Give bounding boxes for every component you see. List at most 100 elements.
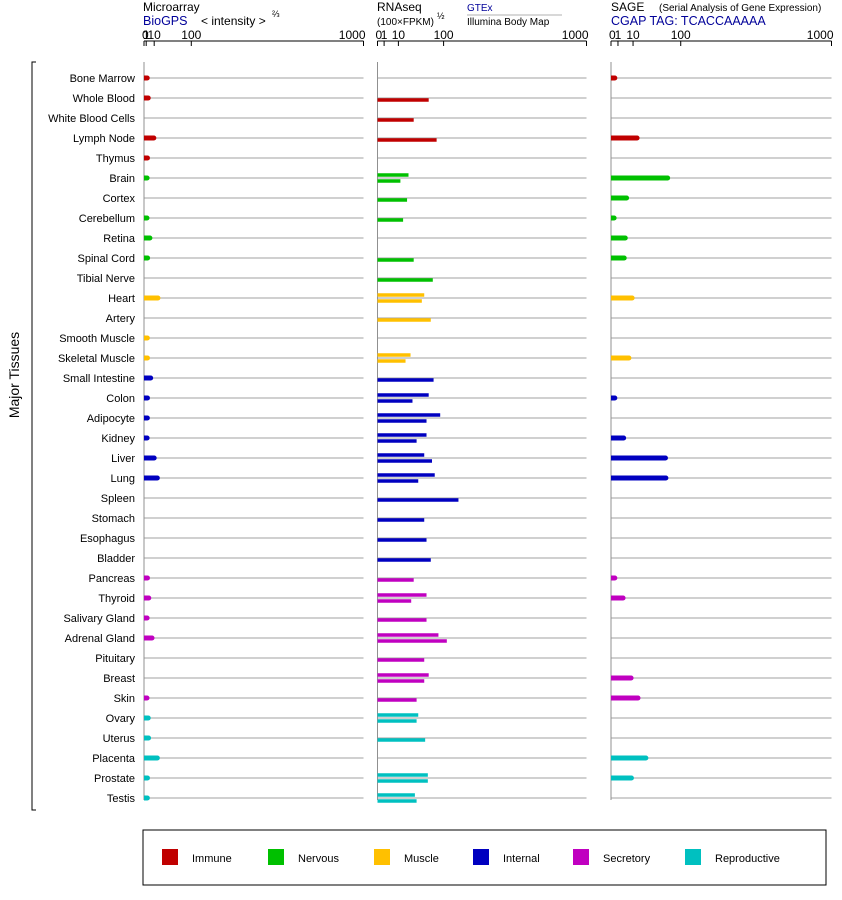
tissue-label: Prostate bbox=[94, 773, 135, 785]
rnaseq-bar bbox=[377, 413, 441, 417]
rnaseq-bar bbox=[377, 779, 428, 783]
microarray-bar-cap bbox=[144, 615, 150, 621]
tissue-label: Breast bbox=[103, 673, 135, 685]
rnaseq-bar bbox=[377, 299, 422, 303]
sage-bar-cap bbox=[621, 255, 627, 261]
microarray-bar-cap bbox=[151, 455, 157, 461]
sage-bar bbox=[611, 235, 626, 241]
rnaseq-bar bbox=[377, 118, 414, 122]
sage-bar-cap bbox=[611, 215, 617, 221]
sage-bar-cap bbox=[620, 595, 626, 601]
rnaseq-bar bbox=[377, 293, 425, 297]
rnaseq-bar bbox=[377, 719, 417, 723]
sage-bar bbox=[611, 135, 638, 141]
sage-bar-cap bbox=[643, 755, 649, 761]
tissue-label: Adipocyte bbox=[87, 413, 135, 425]
sage-bar bbox=[611, 255, 625, 261]
rnaseq-bar bbox=[377, 98, 429, 102]
sage-bar-cap bbox=[628, 675, 634, 681]
legend-swatch-secretory bbox=[573, 849, 589, 865]
tissue-label: Heart bbox=[108, 293, 135, 305]
y-axis-bracket bbox=[31, 61, 36, 811]
tissue-label: Pancreas bbox=[89, 573, 136, 585]
rnaseq-bar bbox=[377, 618, 427, 622]
microarray-bar-cap bbox=[146, 595, 152, 601]
microarray-bar-cap bbox=[144, 355, 150, 361]
rnaseq-bar bbox=[377, 518, 425, 522]
microarray-bar bbox=[144, 755, 158, 761]
microarray-bar-cap bbox=[144, 575, 150, 581]
rnaseq-bar bbox=[377, 698, 417, 702]
microarray-bar-cap bbox=[144, 215, 150, 221]
legend-label-internal: Internal bbox=[503, 853, 540, 865]
sage-bar-cap bbox=[629, 295, 635, 301]
microarray-bar-cap bbox=[146, 735, 152, 741]
rnaseq-bar bbox=[377, 393, 429, 397]
sage-bar bbox=[611, 295, 633, 301]
rnaseq-bar bbox=[377, 479, 419, 483]
rnaseq-bar bbox=[377, 138, 437, 142]
tissue-label: Colon bbox=[106, 393, 135, 405]
microarray-bar-cap bbox=[144, 395, 150, 401]
sage-tick-label: 1 bbox=[615, 28, 622, 42]
microarray-bar bbox=[144, 475, 158, 481]
microarray-header: Microarray BioGPS < intensity > ⅔ bbox=[143, 0, 280, 28]
legend-swatch-internal bbox=[473, 849, 489, 865]
microarray-bar bbox=[144, 375, 151, 381]
rnaseq-bar bbox=[377, 738, 426, 742]
sage-bar-cap bbox=[663, 475, 669, 481]
sage-bar bbox=[611, 475, 666, 481]
legend-swatch-immune bbox=[162, 849, 178, 865]
tissue-label: Small Intestine bbox=[63, 373, 135, 385]
microarray-bar bbox=[144, 235, 150, 241]
tissue-label: Thymus bbox=[96, 153, 136, 165]
rnaseq-bar bbox=[377, 673, 429, 677]
sage-bar-cap bbox=[665, 175, 671, 181]
tissue-label: Skeletal Muscle bbox=[58, 353, 135, 365]
rnaseq-bar bbox=[377, 578, 414, 582]
tissue-label: Whole Blood bbox=[73, 93, 135, 105]
sage-bar bbox=[611, 435, 624, 441]
rnaseq-bar bbox=[377, 799, 417, 803]
legend-label-secretory: Secretory bbox=[603, 853, 651, 865]
microarray-title: Microarray bbox=[143, 0, 200, 14]
microarray-bar bbox=[144, 135, 154, 141]
tissue-label: Skin bbox=[114, 693, 135, 705]
tissue-label: Lung bbox=[111, 473, 135, 485]
microarray-bar-cap bbox=[144, 155, 150, 161]
tissue-label: Bladder bbox=[97, 553, 135, 565]
legend-frame bbox=[142, 829, 827, 886]
rnaseq-bar bbox=[377, 359, 406, 363]
microarray-tick-label: 10 bbox=[148, 28, 162, 42]
rnaseq-bar bbox=[377, 538, 427, 542]
microarray-scale-label: < intensity > bbox=[201, 14, 266, 28]
sage-bar bbox=[611, 455, 666, 461]
sage-bar-cap bbox=[626, 355, 632, 361]
legend-label-reproductive: Reproductive bbox=[715, 853, 780, 865]
sage-bar bbox=[611, 355, 629, 361]
microarray-bar-cap bbox=[155, 295, 161, 301]
tissue-label: Cortex bbox=[103, 193, 136, 205]
microarray-tick-label: 100 bbox=[181, 28, 201, 42]
rnaseq-bar bbox=[377, 173, 409, 177]
rnaseq-bar bbox=[377, 378, 434, 382]
sage-bar-cap bbox=[634, 135, 640, 141]
rnaseq-bar bbox=[377, 318, 431, 322]
microarray-bar-cap bbox=[144, 775, 150, 781]
legend-swatch-nervous bbox=[268, 849, 284, 865]
microarray-bar-cap bbox=[144, 695, 150, 701]
microarray-bar-cap bbox=[151, 135, 157, 141]
sage-bar-cap bbox=[662, 455, 668, 461]
tissue-label: Smooth Muscle bbox=[59, 333, 135, 345]
sage-header: SAGE (Serial Analysis of Gene Expression… bbox=[611, 0, 821, 28]
sage-bar bbox=[611, 675, 632, 681]
sage-bar-cap bbox=[621, 435, 627, 441]
sage-bar bbox=[611, 595, 624, 601]
sage-tick-label: 100 bbox=[671, 28, 691, 42]
tissue-label: Testis bbox=[107, 793, 136, 805]
sage-bar-cap bbox=[612, 395, 618, 401]
tissue-label: Pituitary bbox=[95, 653, 135, 665]
rnaseq-tick-label: 1000 bbox=[562, 28, 589, 42]
microarray-bar-cap bbox=[144, 795, 150, 801]
